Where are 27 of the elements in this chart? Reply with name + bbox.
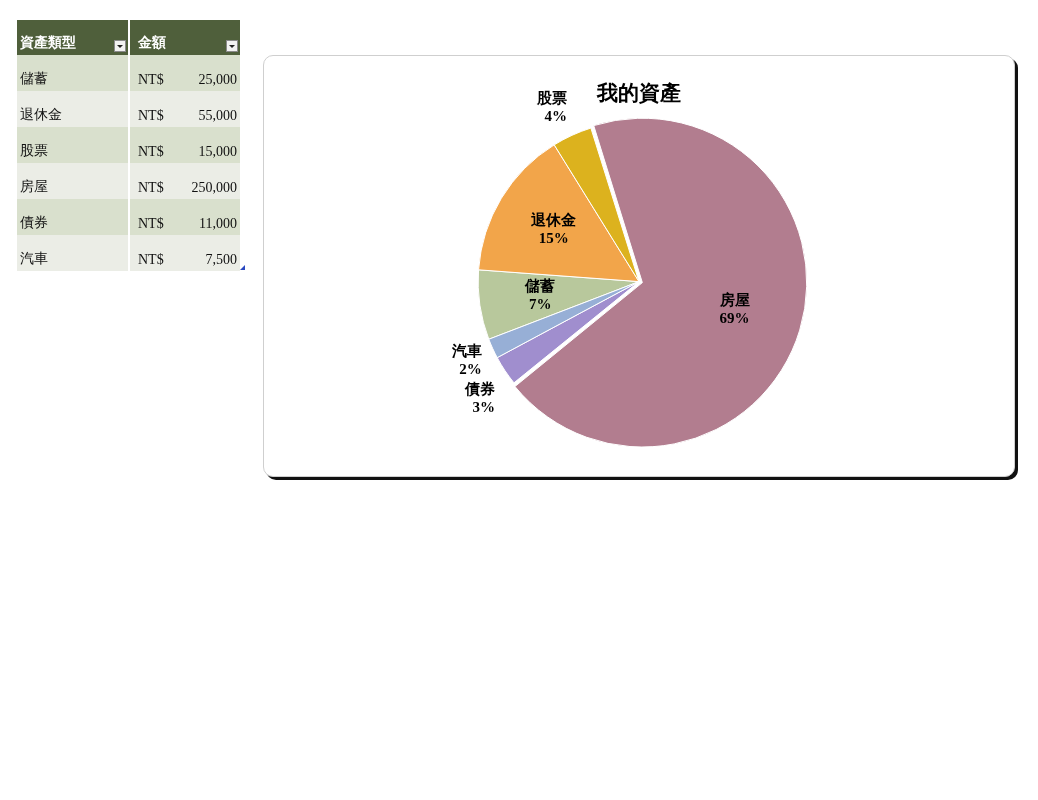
text: NT$ 250,000 bbox=[138, 180, 237, 195]
data-label: 3% bbox=[472, 398, 495, 415]
slice-label: 股票 bbox=[536, 89, 568, 106]
data-label: 15% bbox=[538, 229, 569, 246]
category-label: 股票 bbox=[20, 142, 48, 160]
category-label: 儲蓄 bbox=[20, 70, 48, 88]
text: NT$ 11,000 bbox=[138, 216, 237, 231]
data-label: 2% bbox=[459, 360, 482, 377]
data-label: 4% bbox=[544, 107, 568, 124]
text: NT$ 25,000 bbox=[138, 72, 237, 87]
category-label: 退休金 bbox=[20, 106, 62, 124]
slice-label: 房屋 bbox=[718, 291, 750, 309]
text: NT$ 7,500 bbox=[138, 252, 237, 267]
text: 金額 bbox=[138, 34, 166, 52]
slice-label: 汽車 bbox=[450, 342, 482, 359]
chart-title: 我的資產 bbox=[596, 81, 681, 106]
slice-label: 儲蓄 bbox=[524, 278, 556, 295]
data-label: 7% bbox=[529, 296, 552, 313]
text: NT$ 55,000 bbox=[138, 108, 237, 123]
data-label: 69% bbox=[719, 310, 750, 327]
slice-label: 退休金 bbox=[530, 211, 577, 228]
text: 資產類型 bbox=[20, 34, 76, 52]
category-label: 債券 bbox=[20, 214, 48, 232]
category-label: 房屋 bbox=[20, 178, 48, 196]
category-label: 汽車 bbox=[20, 250, 48, 268]
slice-label: 債券 bbox=[463, 380, 495, 397]
text: NT$ 15,000 bbox=[138, 144, 237, 159]
